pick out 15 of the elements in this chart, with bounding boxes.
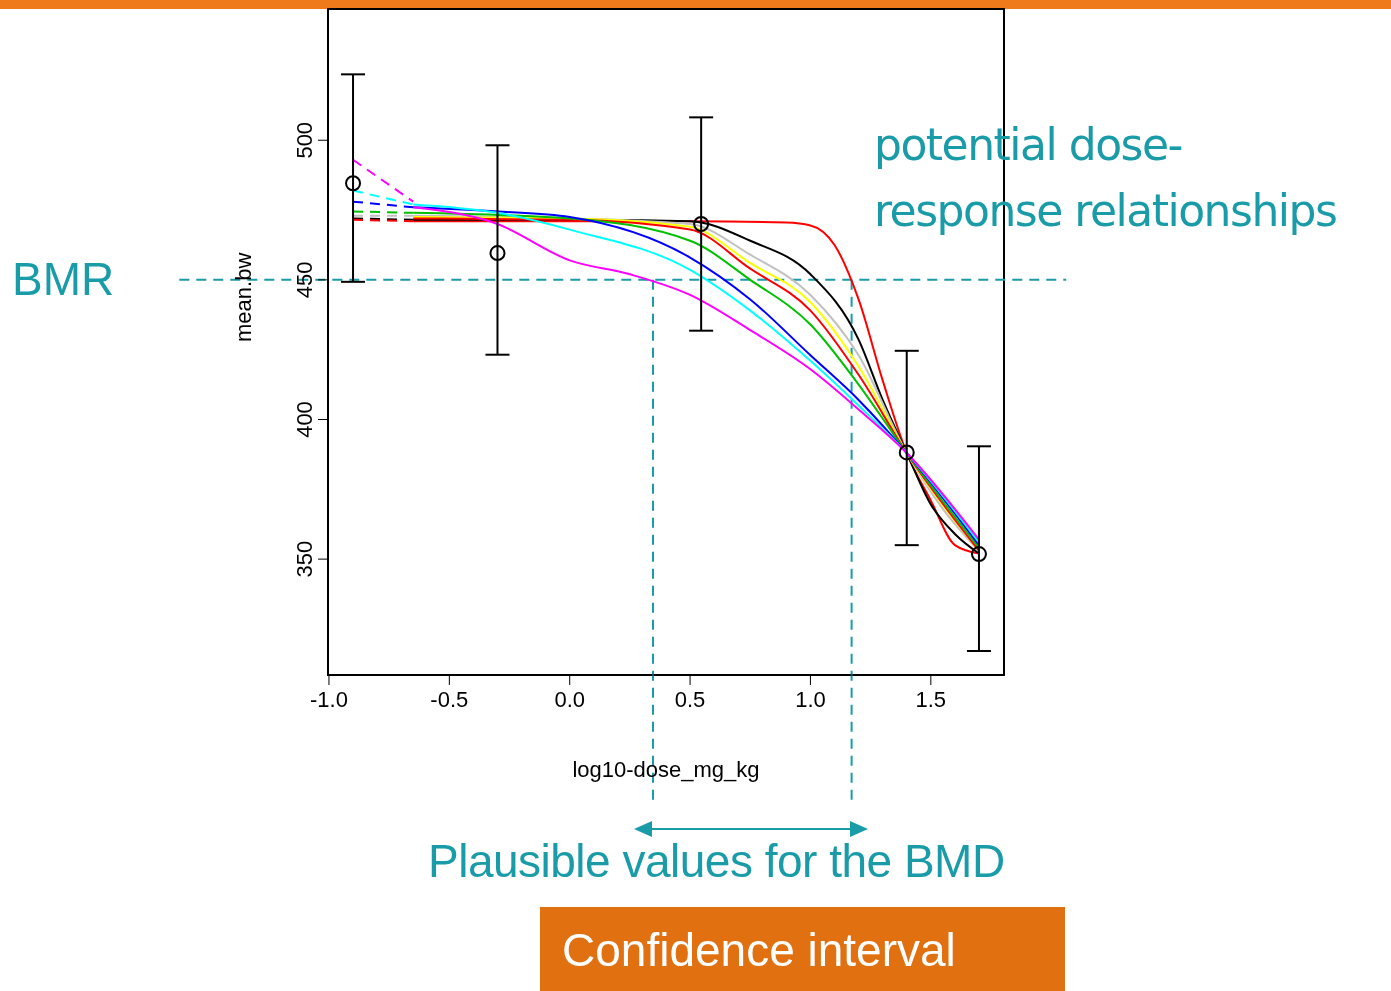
x-axis-title: log10-dose_mg_kg (572, 757, 760, 782)
y-axis-title: mean.bw (230, 252, 256, 342)
y-tick-label: 350 (292, 540, 317, 578)
y-tick-label: 450 (292, 261, 317, 299)
x-tick-label: 1.0 (795, 686, 826, 712)
x-tick-label: 0.5 (674, 686, 706, 712)
y-tick-label: 500 (292, 121, 317, 159)
x-tick-label: 1.5 (915, 686, 947, 712)
ref-line-label: BMR (12, 252, 115, 306)
x-tick-label: -1.0 (310, 686, 348, 712)
y-tick-label: 400 (292, 401, 317, 438)
x-tick-label: 0.0 (554, 686, 585, 712)
text: Plausible values for the BMD (428, 834, 1005, 888)
x-tick-label: -0.5 (430, 686, 469, 712)
text: Confidence interval (540, 907, 1065, 991)
